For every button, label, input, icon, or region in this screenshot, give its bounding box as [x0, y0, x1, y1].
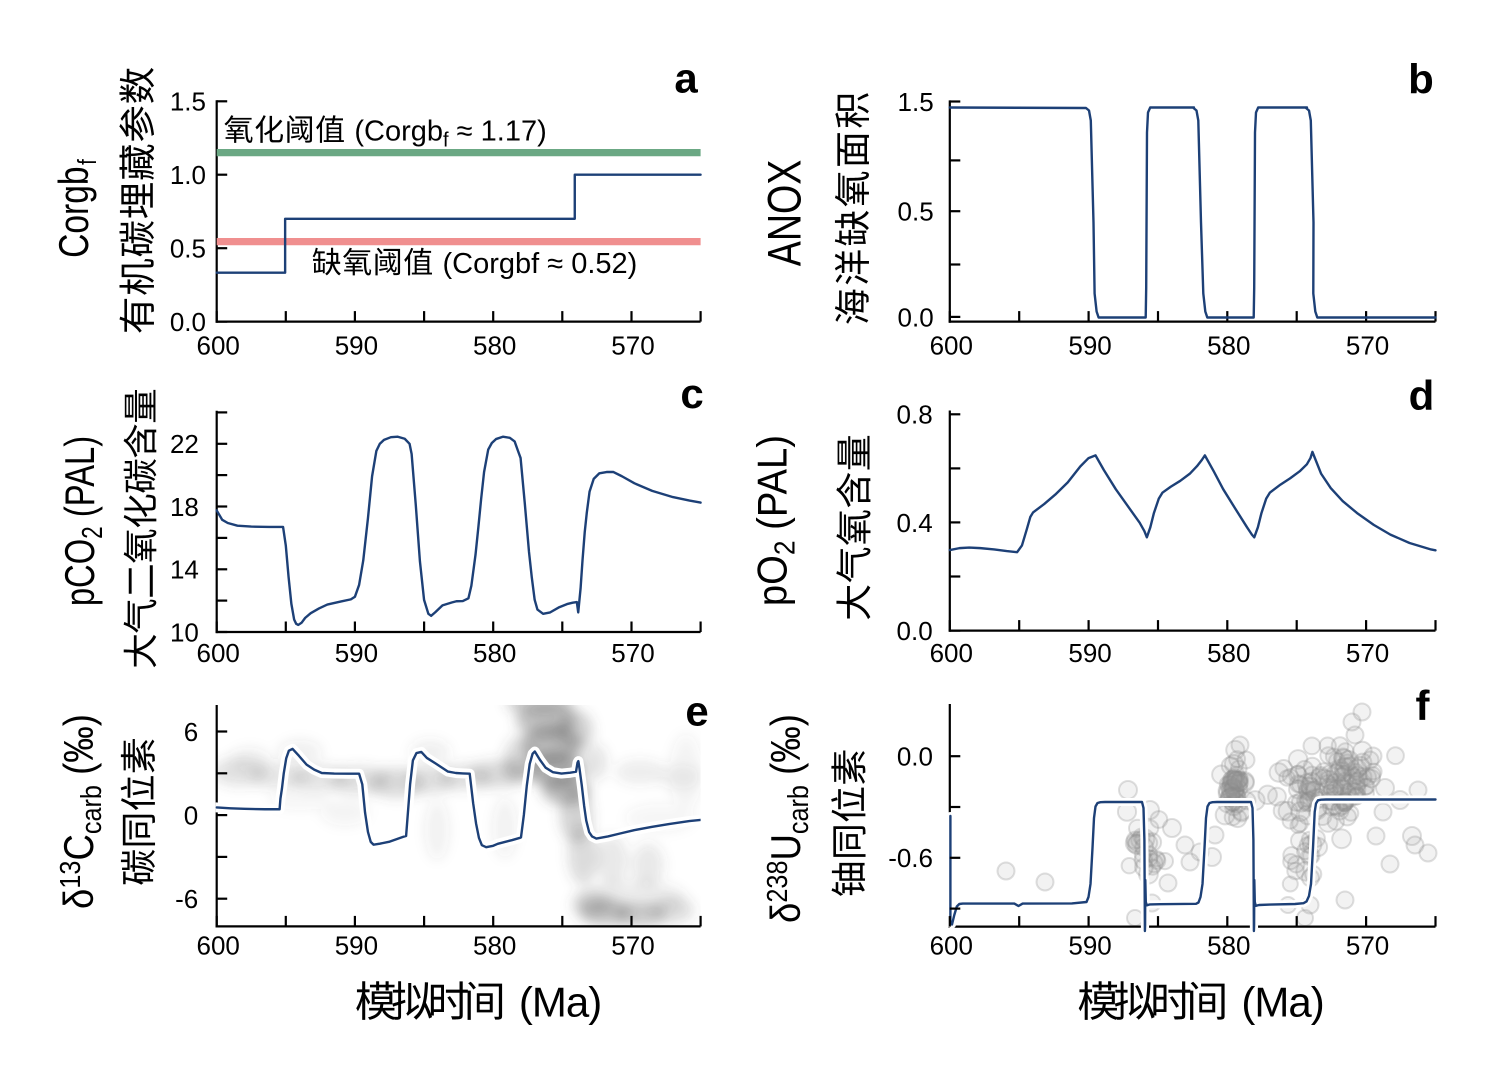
svg-text:1.0: 1.0 [170, 160, 206, 190]
svg-text:0.0: 0.0 [897, 742, 933, 772]
svg-text:580: 580 [1207, 931, 1250, 961]
svg-text:590: 590 [335, 931, 378, 961]
svg-text:(Ma): (Ma) [519, 979, 601, 1026]
svg-text:a: a [674, 55, 698, 102]
svg-text:600: 600 [930, 931, 973, 961]
svg-text:600: 600 [197, 638, 240, 668]
svg-text:580: 580 [473, 638, 516, 668]
svg-text:590: 590 [1068, 931, 1111, 961]
svg-text:580: 580 [473, 931, 516, 961]
svg-text:1.5: 1.5 [170, 87, 206, 117]
svg-text:580: 580 [1207, 331, 1250, 361]
svg-text:e: e [685, 688, 708, 735]
svg-text:18: 18 [170, 492, 199, 522]
svg-text:0.5: 0.5 [898, 197, 934, 227]
svg-text:b: b [1408, 56, 1434, 103]
svg-text:0.5: 0.5 [170, 234, 206, 264]
svg-text:570: 570 [1346, 638, 1389, 668]
svg-text:10: 10 [170, 617, 199, 647]
svg-text:c: c [680, 370, 703, 417]
svg-text:Corgbf: Corgbf [52, 159, 102, 258]
svg-text:570: 570 [611, 331, 654, 361]
svg-text:570: 570 [611, 931, 654, 961]
svg-text:(Corgbf ≈ 1.17): (Corgbf ≈ 1.17) [354, 116, 546, 152]
svg-text:590: 590 [335, 331, 378, 361]
svg-text:0.0: 0.0 [898, 302, 934, 332]
svg-text:0.0: 0.0 [897, 616, 933, 646]
svg-text:570: 570 [611, 638, 654, 668]
svg-text:0.8: 0.8 [897, 400, 933, 430]
svg-text:590: 590 [335, 638, 378, 668]
svg-text:-0.6: -0.6 [888, 843, 933, 873]
svg-text:pCO2 (PAL): pCO2 (PAL) [56, 436, 109, 606]
svg-text:590: 590 [1068, 638, 1111, 668]
svg-text:14: 14 [170, 555, 199, 585]
svg-text:1.5: 1.5 [898, 87, 934, 117]
svg-text:580: 580 [1207, 638, 1250, 668]
svg-text:570: 570 [1346, 931, 1389, 961]
svg-text:600: 600 [197, 331, 240, 361]
svg-text:600: 600 [197, 931, 240, 961]
svg-text:d: d [1409, 372, 1435, 419]
svg-text:0: 0 [184, 801, 198, 831]
svg-text:f: f [1416, 682, 1431, 729]
svg-text:600: 600 [930, 638, 973, 668]
svg-text:(Ma): (Ma) [1241, 979, 1323, 1026]
svg-text:pO2 (PAL): pO2 (PAL) [749, 435, 801, 606]
svg-text:-6: -6 [175, 884, 198, 914]
svg-text:ANOX: ANOX [758, 160, 811, 267]
svg-text:0.0: 0.0 [170, 307, 206, 337]
svg-text:0.4: 0.4 [897, 508, 933, 538]
svg-text:590: 590 [1068, 331, 1111, 361]
svg-text:6: 6 [184, 717, 198, 747]
svg-text:22: 22 [170, 429, 199, 459]
svg-text:600: 600 [930, 331, 973, 361]
svg-text:580: 580 [473, 331, 516, 361]
svg-text:(Corgbf ≈ 0.52): (Corgbf ≈ 0.52) [443, 248, 638, 280]
svg-text:570: 570 [1346, 331, 1389, 361]
